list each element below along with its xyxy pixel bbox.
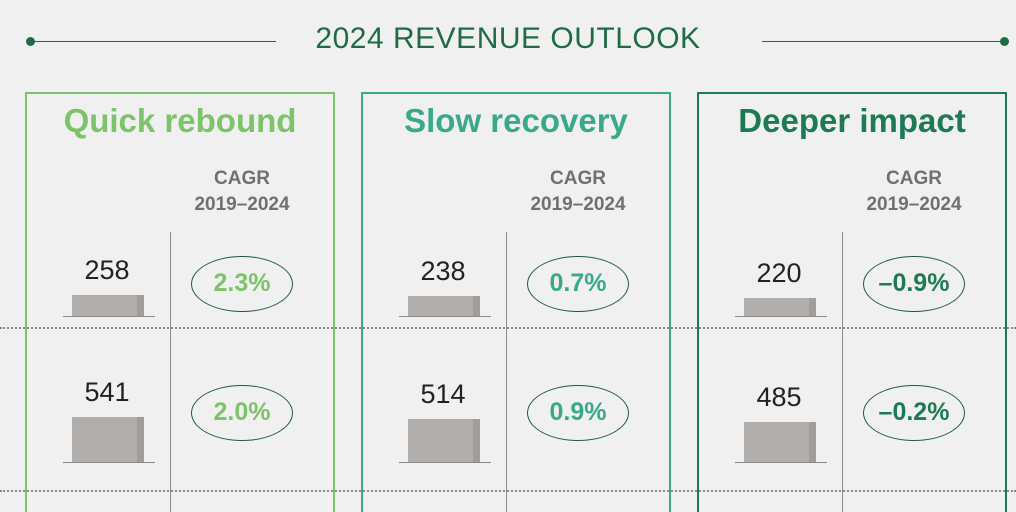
- revenue-bar: [744, 297, 816, 316]
- cagr-header: CAGR 2019–2024: [849, 166, 979, 218]
- bar-baseline: [63, 316, 155, 317]
- scenario-panel: Deeper impact CAGR 2019–2024 220 –0.9% 485 –0.…: [697, 92, 1007, 512]
- cagr-badge: 0.7%: [527, 256, 629, 312]
- cagr-period: 2019–2024: [194, 194, 290, 215]
- revenue-value: 541: [84, 377, 130, 408]
- cagr-badge: –0.2%: [863, 385, 965, 441]
- bar-baseline: [399, 462, 491, 463]
- cagr-badge: 0.9%: [527, 385, 629, 441]
- bar-baseline: [735, 316, 827, 317]
- cagr-label: CAGR: [886, 168, 942, 189]
- revenue-bar: [744, 421, 816, 462]
- column-divider: [506, 232, 507, 512]
- cagr-badge: 2.3%: [191, 256, 293, 312]
- scenario-title: Deeper impact: [738, 102, 966, 139]
- revenue-value: 258: [84, 254, 130, 285]
- bar-baseline: [399, 316, 491, 317]
- bar-baseline: [735, 462, 827, 463]
- cagr-badge: 2.0%: [191, 385, 293, 441]
- scenario-panel: Quick rebound CAGR 2019–2024 258 2.3% 541 2.0%: [25, 92, 335, 512]
- revenue-value: 514: [420, 379, 466, 410]
- cagr-label: CAGR: [550, 168, 606, 189]
- column-divider: [842, 232, 843, 512]
- rule-dot-right: [1000, 37, 1009, 46]
- cagr-label: CAGR: [214, 168, 270, 189]
- title-rule-left: [30, 41, 276, 42]
- scenario-panel: Slow recovery CAGR 2019–2024 238 0.7% 514 0.9%: [361, 92, 671, 512]
- cagr-period: 2019–2024: [866, 194, 962, 215]
- row-divider-1: [0, 327, 1016, 329]
- scenario-title: Slow recovery: [404, 102, 628, 139]
- title-rule-right: [762, 41, 1002, 42]
- scenario-title: Quick rebound: [63, 102, 297, 139]
- revenue-bar: [72, 417, 144, 462]
- cagr-badge: –0.9%: [863, 256, 965, 312]
- revenue-bar: [408, 296, 480, 316]
- revenue-bar: [72, 294, 144, 316]
- revenue-value: 220: [756, 257, 802, 288]
- revenue-bar: [408, 419, 480, 462]
- chart-title: 2024 REVENUE OUTLOOK: [315, 22, 701, 55]
- cagr-header: CAGR 2019–2024: [177, 166, 307, 218]
- revenue-value: 238: [420, 256, 466, 287]
- bar-baseline: [63, 462, 155, 463]
- revenue-value: 485: [756, 381, 802, 412]
- column-divider: [170, 232, 171, 512]
- cagr-period: 2019–2024: [530, 194, 626, 215]
- cagr-header: CAGR 2019–2024: [513, 166, 643, 218]
- row-divider-2: [0, 490, 1016, 492]
